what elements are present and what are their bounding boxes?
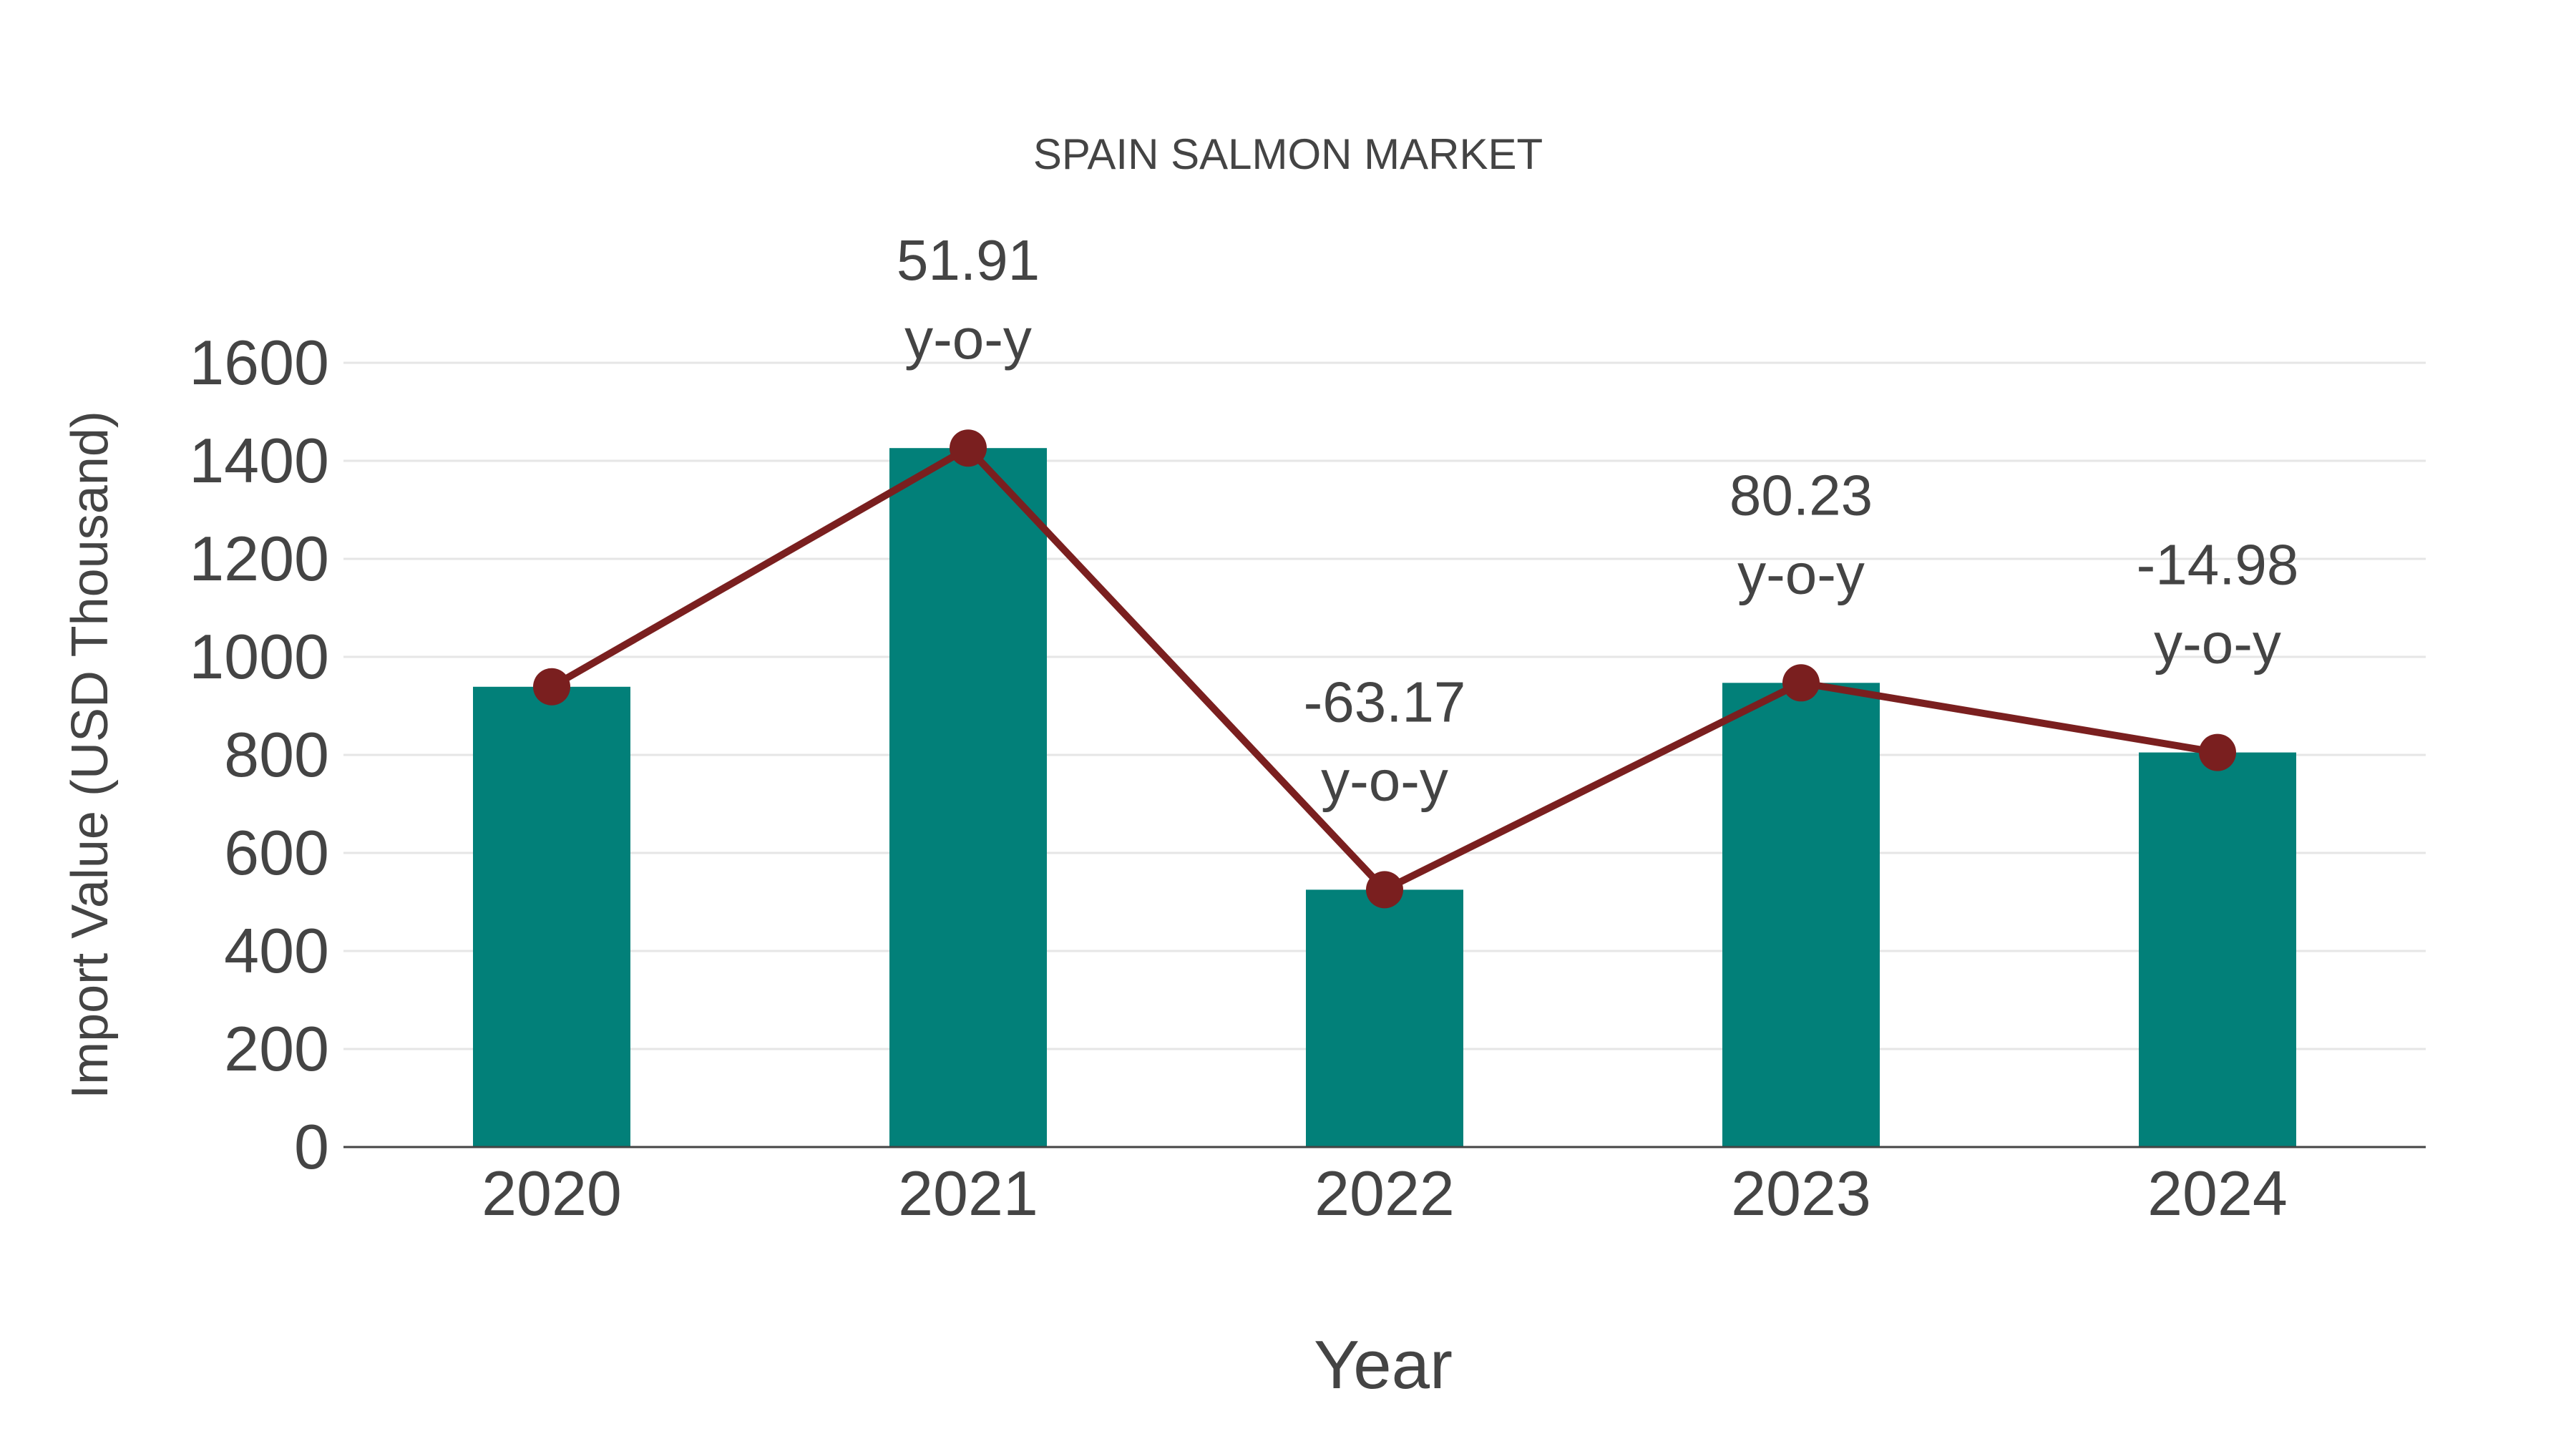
line-series <box>533 429 2236 909</box>
line-marker <box>950 429 987 467</box>
line-marker <box>2199 733 2236 771</box>
chart-title: SPAIN SALMON MARKET <box>1033 130 1543 178</box>
line-marker <box>1366 871 1403 909</box>
y-tick-label: 1400 <box>189 425 329 496</box>
trend-line <box>550 443 2218 894</box>
x-tick-label: 2021 <box>898 1158 1038 1229</box>
x-tick-label: 2022 <box>1314 1158 1455 1229</box>
x-tick-label: 2024 <box>2147 1158 2288 1229</box>
y-tick-label: 400 <box>224 915 329 986</box>
x-axis-title: Year <box>1314 1327 1453 1403</box>
x-tick-label: 2023 <box>1731 1158 1871 1229</box>
y-axis-ticks: 0 200 400 600 800 1000 1200 1400 1600 <box>189 327 329 1182</box>
y-tick-label: 1600 <box>189 327 329 398</box>
yoy-value: -63.17 <box>1304 670 1466 733</box>
x-axis-ticks: 2020 2021 2022 2023 2024 <box>482 1158 2288 1229</box>
line-marker <box>533 668 570 706</box>
gridlines <box>343 361 2426 1050</box>
bar-2021 <box>889 448 1047 1147</box>
bar-series <box>473 448 2296 1147</box>
y-tick-label: 600 <box>224 817 329 888</box>
yoy-suffix: y-o-y <box>904 307 1032 371</box>
bar-2022 <box>1306 889 1463 1147</box>
bar-2020 <box>473 686 630 1147</box>
bar-2024 <box>2139 752 2296 1147</box>
yoy-suffix: y-o-y <box>1737 542 1865 605</box>
y-axis-title: Import Value (USD Thousand) <box>62 411 119 1099</box>
yoy-value: -14.98 <box>2137 533 2299 597</box>
y-tick-label: 200 <box>224 1013 329 1084</box>
yoy-suffix: y-o-y <box>2154 612 2281 675</box>
yoy-suffix: y-o-y <box>1321 748 1448 812</box>
yoy-annotations: 51.91 y-o-y -63.17 y-o-y 80.23 y-o-y -14.98 y-o… <box>897 228 2299 812</box>
yoy-value: 51.91 <box>897 228 1040 292</box>
x-tick-label: 2020 <box>482 1158 622 1229</box>
bar-2023 <box>1722 683 1880 1147</box>
line-marker <box>1782 664 1820 702</box>
yoy-value: 80.23 <box>1729 463 1873 527</box>
y-tick-label: 0 <box>294 1111 329 1182</box>
y-tick-label: 800 <box>224 719 329 790</box>
y-tick-label: 1200 <box>189 523 329 594</box>
y-tick-label: 1000 <box>189 621 329 692</box>
